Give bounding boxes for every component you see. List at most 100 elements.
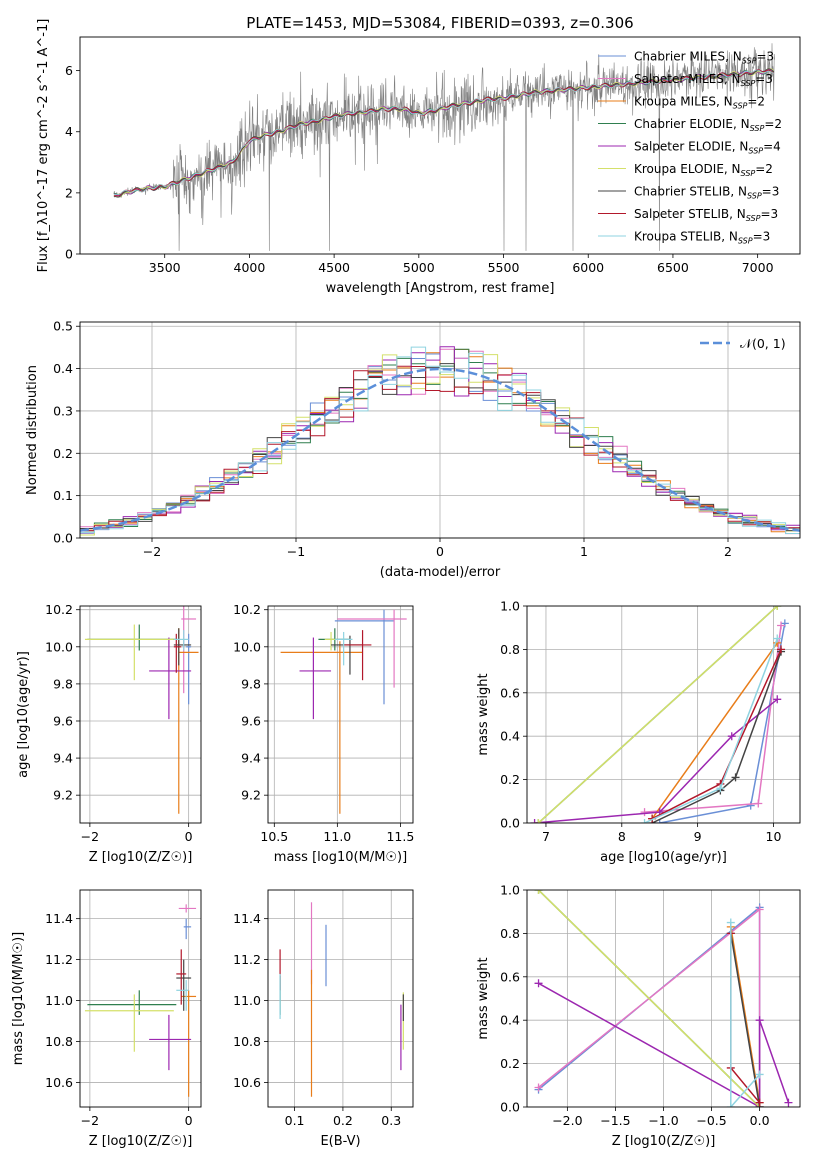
y-tick-label: 10.8 xyxy=(233,1034,261,1049)
series-marker xyxy=(534,819,543,823)
age_vs_mass-panel: 10.5 11.0 11.5 9.2 9.4 9.6 9.8 10.0 10.2 mass [lo… xyxy=(233,602,414,865)
series-marker xyxy=(755,1098,764,1107)
errorbar-elodie_salpeter xyxy=(299,637,332,720)
errorbar-stelib_salpeter xyxy=(173,633,182,673)
series-marker xyxy=(726,1103,735,1107)
y-tick-label: 9.2 xyxy=(241,788,261,803)
y-tick-label: 1.0 xyxy=(500,599,520,614)
y-tick-label: 11.2 xyxy=(233,952,261,967)
legend-text: Chabrier MILES, N xyxy=(634,50,742,64)
axes-frame xyxy=(79,36,801,255)
y-tick-label: 0.1 xyxy=(53,488,73,503)
age_vs_Z-panel: −2 0 9.2 9.4 9.6 9.8 10.0 10.2 Z [log10(Z/Z☉)] ag… xyxy=(16,602,202,865)
x-tick-label: 0 xyxy=(185,829,193,844)
y-axis-label: mass [log10(M/M☉)] xyxy=(11,932,26,1065)
y-axis-label: mass weight xyxy=(476,957,491,1039)
legend-subscript: SSP xyxy=(747,192,762,201)
x-axis-label: wavelength [Angstrom, rest frame] xyxy=(326,281,555,296)
y-tick-label: 11.0 xyxy=(233,993,261,1008)
series-marker xyxy=(534,1083,543,1092)
x-tick-label: 5000 xyxy=(403,260,435,275)
legend-subscript: SSP xyxy=(742,57,757,66)
legend-text: Chabrier ELODIE, N xyxy=(634,117,750,131)
y-axis-label: mass weight xyxy=(476,673,491,755)
legend-label: Chabrier MILES, NSSP=3 xyxy=(634,50,774,66)
x-axis-label: E(B-V) xyxy=(320,1134,360,1149)
series-marker xyxy=(534,979,543,988)
x-axis-label: Z [log10(Z/Z☉)] xyxy=(612,1134,716,1149)
errorbar-stelib_chabrier xyxy=(331,635,363,675)
x-tick-label: 0.3 xyxy=(381,1113,401,1128)
histogram-stelib_chabrier xyxy=(80,363,800,532)
y-tick-label: 9.6 xyxy=(241,713,261,728)
legend-text: =2 xyxy=(755,162,773,176)
series-line-elodie_salpeter xyxy=(534,698,778,823)
mass_weight_vs_Z-panel: −2.0 −1.5 −1.0 −0.5 0.0 0.0 0.2 0.4 0.6 0.8 1.0 Z [… xyxy=(476,883,801,1149)
y-tick-label: 4 xyxy=(65,124,73,139)
legend-subscript: SSP xyxy=(746,214,761,223)
series-marker xyxy=(655,819,664,823)
series-line-stelib_salpeter xyxy=(651,649,782,820)
y-tick-label: 2 xyxy=(65,185,73,200)
series-line-miles_kroupa xyxy=(651,642,778,820)
errorbar-stelib_kroupa xyxy=(176,980,189,1011)
series-line-miles_salpeter xyxy=(538,907,761,1107)
mass_vs_EBV-panel: 0.1 0.2 0.3 10.6 10.8 11.0 11.2 11.4 E(B-V) xyxy=(233,889,414,1149)
x-tick-label: 9 xyxy=(694,829,702,844)
y-tick-label: 0.5 xyxy=(53,319,73,334)
series-line-miles_kroupa xyxy=(730,926,761,1103)
errorbar-elodie_salpeter xyxy=(149,1014,192,1071)
x-tick-label: 7000 xyxy=(742,260,774,275)
y-tick-label: 10.2 xyxy=(233,602,261,617)
legend-text: =2 xyxy=(747,95,765,109)
series-marker xyxy=(534,890,543,894)
legend-text: =3 xyxy=(762,185,780,199)
series-marker xyxy=(773,634,782,643)
y-tick-label: 0.0 xyxy=(500,1100,520,1115)
series-line-elodie_salpeter xyxy=(538,982,790,1107)
chart-title: PLATE=1453, MJD=53084, FIBERID=0393, z=0… xyxy=(246,14,633,32)
errorbar-miles_salpeter xyxy=(337,609,407,688)
y-tick-label: 9.4 xyxy=(53,751,73,766)
y-tick-label: 10.0 xyxy=(233,639,261,654)
errorbar-elodie_kroupa xyxy=(84,624,174,681)
histogram-stelib_salpeter xyxy=(80,365,800,532)
y-tick-label: 9.6 xyxy=(53,713,73,728)
series-line-stelib_chabrier xyxy=(651,651,782,823)
y-tick-label: 10.6 xyxy=(45,1075,73,1090)
x-tick-label: 7 xyxy=(542,829,550,844)
x-tick-label: 10 xyxy=(766,829,782,844)
y-tick-label: 11.4 xyxy=(45,911,73,926)
series-marker xyxy=(773,695,782,704)
legend-label: Kroupa ELODIE, NSSP=2 xyxy=(634,162,773,178)
series-marker xyxy=(640,808,649,817)
errorbar-elodie_kroupa xyxy=(84,994,174,1052)
x-tick-label: −1.5 xyxy=(600,1113,630,1128)
legend-subscript: SSP xyxy=(741,169,756,178)
errorbar-stelib_salpeter xyxy=(343,630,372,681)
legend-subscript: SSP xyxy=(738,237,753,246)
x-tick-label: 0.0 xyxy=(750,1113,770,1128)
x-tick-label: 1 xyxy=(580,544,588,559)
legend-subscript: SSP xyxy=(733,102,748,111)
residuals-plot-area xyxy=(80,322,800,538)
axes-frame xyxy=(79,605,202,824)
y-axis-label: Normed distribution xyxy=(25,365,40,495)
x-tick-label: 3500 xyxy=(149,260,181,275)
x-tick-label: −1 xyxy=(287,544,305,559)
x-tick-label: 4500 xyxy=(318,260,350,275)
x-axis-label: age [log10(age/yr)] xyxy=(600,850,727,865)
y-tick-label: 6 xyxy=(65,63,73,78)
model-spectrum-stelib_kroupa xyxy=(113,69,775,196)
series-marker xyxy=(754,799,763,808)
series-line-elodie_kroupa xyxy=(537,606,778,823)
age_vs_mass-plot-area xyxy=(268,606,413,823)
legend-label: Salpeter ELODIE, NSSP=4 xyxy=(634,140,781,156)
legend-subscript: SSP xyxy=(748,147,763,156)
legend-text: Kroupa MILES, N xyxy=(634,95,733,109)
axes-frame xyxy=(526,889,801,1108)
mass_vs_Z-plot-area xyxy=(80,890,201,1107)
legend-text: =3 xyxy=(756,50,774,64)
errorbar-stelib_chabrier xyxy=(176,959,192,1011)
y-tick-label: 0.3 xyxy=(53,403,73,418)
